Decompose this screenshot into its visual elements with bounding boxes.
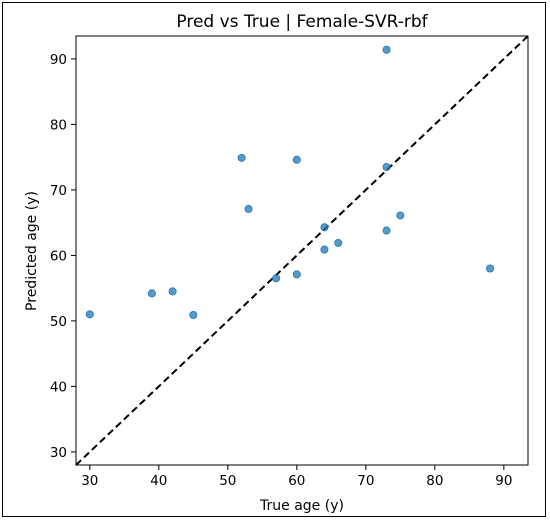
y-tick-label: 70 <box>50 183 67 199</box>
figure-frame <box>2 2 546 517</box>
data-point <box>244 204 253 213</box>
data-point <box>237 153 246 162</box>
data-point <box>292 270 301 279</box>
y-tick-label: 40 <box>50 379 67 395</box>
x-tick-label: 70 <box>357 473 374 489</box>
axis-ticks: 30 40 50 60 70 80 90 30 40 50 60 70 80 90 <box>50 52 513 489</box>
x-tick-label: 90 <box>495 473 512 489</box>
data-point <box>168 287 177 296</box>
data-point <box>320 245 329 254</box>
y-tick-label: 60 <box>50 248 67 264</box>
x-axis-label: True age (y) <box>259 498 344 514</box>
data-point <box>486 264 495 273</box>
x-tick-label: 60 <box>288 473 305 489</box>
x-tick-label: 50 <box>219 473 236 489</box>
data-point <box>320 223 329 232</box>
data-point <box>382 45 391 54</box>
data-point <box>292 155 301 164</box>
data-points <box>85 45 495 320</box>
x-tick-label: 30 <box>81 473 98 489</box>
y-tick-label: 30 <box>50 445 67 461</box>
data-point <box>189 311 198 320</box>
data-point <box>147 289 156 298</box>
chart-title: Pred vs True | Female-SVR-rbf <box>176 12 428 32</box>
data-point <box>334 238 343 247</box>
x-tick-label: 80 <box>426 473 443 489</box>
x-tick-label: 40 <box>150 473 167 489</box>
data-point <box>272 274 281 283</box>
y-tick-label: 90 <box>50 52 67 68</box>
data-point <box>382 226 391 235</box>
y-tick-label: 80 <box>50 117 67 133</box>
y-axis-label: Predicted age (y) <box>24 191 40 311</box>
data-point <box>382 162 391 171</box>
plot-area <box>75 35 529 466</box>
data-point <box>396 211 405 220</box>
data-point <box>85 310 94 319</box>
y-tick-label: 50 <box>50 314 67 330</box>
identity-line <box>75 35 529 466</box>
